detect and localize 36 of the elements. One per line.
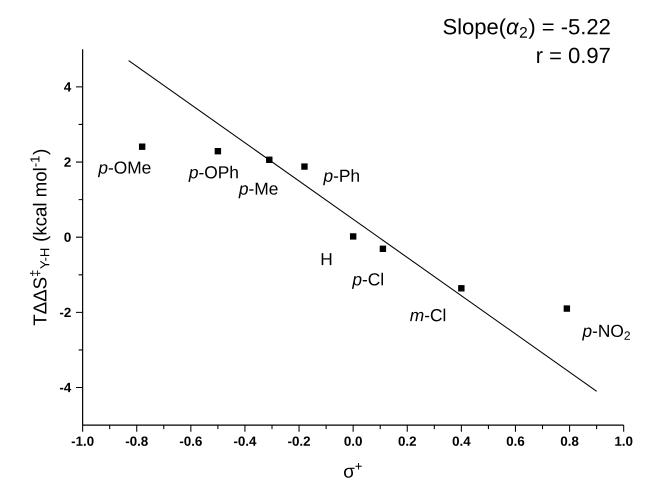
x-tick-label: -0.6: [180, 436, 202, 446]
y-tick-label: 4: [64, 82, 72, 92]
x-tick-label: 0.6: [506, 436, 524, 446]
point: [458, 285, 465, 292]
annotation: p-Ph: [323, 169, 359, 186]
annotation: p-Me: [238, 182, 278, 198]
point: [564, 306, 570, 312]
x-axis-title: σ$^{+}$: [344, 463, 362, 478]
y-tick-label: 2: [64, 158, 71, 167]
point: [138, 144, 146, 150]
point: [350, 233, 356, 240]
point: [266, 156, 272, 164]
annotation: p-OMe: [98, 162, 151, 178]
y-tick-label: -2: [60, 308, 71, 318]
annotation: p-OPh: [188, 166, 238, 182]
annotation: r = 0.97: [537, 48, 610, 64]
annotation: m-Cl: [410, 308, 446, 322]
point: [214, 148, 222, 154]
y-tick-label: -4: [60, 383, 72, 392]
annotation: p-NO$_{2}$: [582, 324, 630, 341]
point: [380, 246, 386, 252]
x-tick-label: 0.8: [560, 436, 578, 446]
text: Slope(α$_{2}$) = -5.22: [444, 18, 610, 39]
x-tick-label: -0.2: [288, 436, 310, 446]
x-tick-label: -1.0: [72, 436, 94, 446]
x-tick-label: -0.8: [126, 436, 148, 446]
point: [301, 163, 308, 170]
y-axis-title: TΔΔS$^{‡}$$_{Y-H}$ (kcal mol$^{-1}$): [30, 150, 50, 326]
x-tick-label: 0.0: [344, 436, 362, 446]
annotation: H: [322, 253, 332, 266]
annotation: p-Cl: [352, 272, 383, 290]
x-tick-label: 0.4: [452, 436, 471, 446]
x-tick-label: 1.0: [615, 436, 632, 446]
x-tick-label: 0.2: [398, 436, 416, 446]
x-tick-label: -0.4: [234, 436, 256, 446]
y-tick-label: 0: [64, 232, 71, 242]
